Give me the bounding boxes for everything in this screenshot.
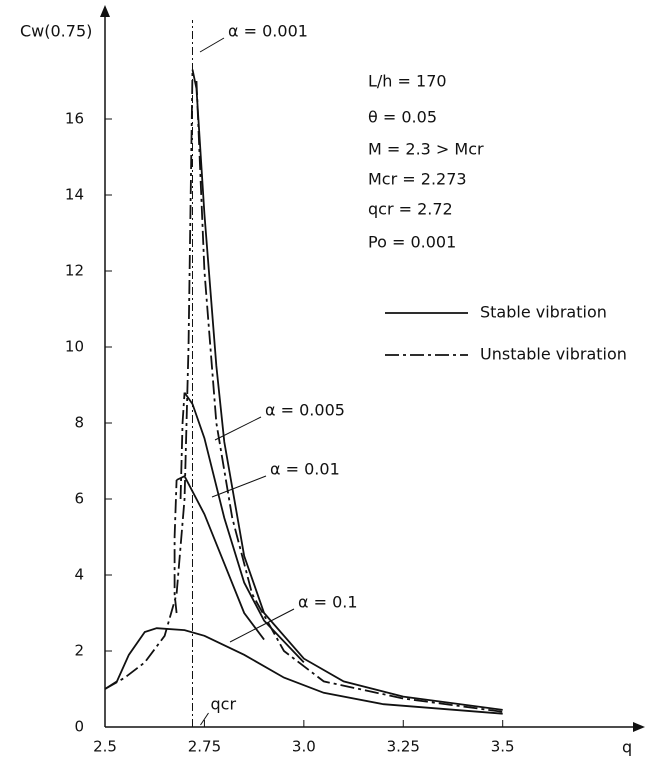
y-tick-label: 4: [74, 566, 84, 584]
curve: [176, 475, 265, 641]
y-tick-label: 2: [74, 642, 84, 660]
y-tick-label: 6: [74, 490, 84, 508]
x-tick-label: 2.75: [188, 738, 221, 756]
curve: [183, 392, 305, 664]
reference-leader: [200, 712, 209, 726]
legend-label: Stable vibration: [480, 303, 607, 322]
curve: [179, 392, 186, 500]
y-tick-label: 8: [74, 414, 84, 432]
note: Mcr = 2.273: [368, 170, 467, 189]
note: Po = 0.001: [368, 233, 456, 252]
y-axis-label: Cw(0.75): [20, 22, 92, 41]
x-axis-arrow: [633, 722, 645, 732]
curve: [195, 80, 503, 713]
x-tick-label: 3.5: [491, 738, 515, 756]
curve-label-leader: [199, 37, 225, 53]
reference-label: qcr: [210, 695, 236, 714]
note: M = 2.3 > Mcr: [368, 140, 484, 159]
note: L/h = 170: [368, 72, 447, 91]
x-tick-label: 3.0: [292, 738, 316, 756]
legend-label: Unstable vibration: [480, 345, 627, 364]
curve-label: α = 0.1: [298, 593, 358, 612]
x-tick-label: 2.5: [93, 738, 117, 756]
y-tick-label: 12: [65, 262, 84, 280]
note: θ = 0.05: [368, 108, 437, 127]
curve-label: α = 0.01: [270, 460, 340, 479]
curve-label-leader: [214, 416, 262, 441]
x-tick-label: 3.25: [387, 738, 420, 756]
curve-label-leader: [229, 608, 295, 643]
curve: [173, 479, 178, 614]
curve: [104, 69, 194, 690]
curve-label: α = 0.005: [265, 401, 345, 420]
x-axis-label: q: [622, 738, 632, 757]
y-axis-arrow: [100, 5, 110, 17]
curve-label: α = 0.001: [228, 22, 308, 41]
y-tick-label: 0: [74, 718, 84, 736]
y-tick-label: 14: [65, 186, 84, 204]
curve: [191, 69, 503, 711]
y-tick-label: 16: [65, 110, 84, 128]
note: qcr = 2.72: [368, 200, 453, 219]
y-tick-label: 10: [65, 338, 84, 356]
curve-label-leader: [211, 475, 267, 498]
curve: [104, 627, 503, 715]
